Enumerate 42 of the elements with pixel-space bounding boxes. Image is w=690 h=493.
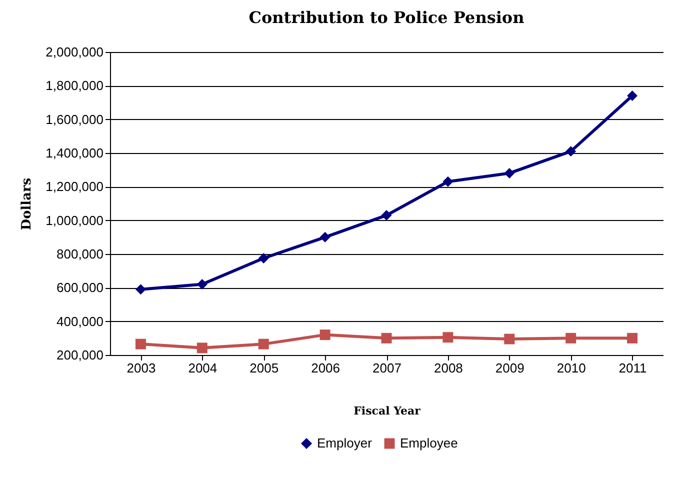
point [258,252,269,264]
point [135,338,146,350]
y-tick-label: 1,000,000 [46,212,104,228]
y-tick-label: 600,000 [56,280,104,296]
point [566,146,576,157]
point [627,90,638,102]
point [381,210,392,221]
x-axis-title: Fiscal Year [354,404,421,418]
point [196,342,208,354]
chart-title: Contribution to Police Pension [248,8,525,27]
point [258,338,269,350]
x-tick-label: 2007 [372,360,402,376]
point [627,332,638,344]
y-axis-title: Dollars [20,178,35,230]
x-tick-label: 2008 [434,360,463,376]
y-tick-label: 400,000 [56,314,104,329]
y-tick-label: 800,000 [56,246,104,262]
x-tick-label: 2010 [556,360,586,376]
y-tick-label: 1,600,000 [46,112,104,127]
point [442,176,454,187]
legend-label: Employer [317,436,373,451]
y-tick-label: 1,200,000 [46,179,104,194]
point [442,332,454,343]
x-tick-label: 2005 [250,360,279,376]
x-tick-label: 2009 [495,360,524,376]
point [135,284,146,295]
point [320,330,330,340]
point [504,334,515,344]
y-tick-label: 1,800,000 [46,78,104,94]
point [504,168,515,178]
point [381,332,392,344]
x-tick-label: 2004 [188,360,218,376]
x-tick-label: 2011 [618,360,647,376]
legend-label: Employee [400,436,458,451]
x-tick-label: 2003 [126,360,156,376]
point [320,232,330,242]
point [196,279,208,290]
y-tick-label: 1,400,000 [46,146,104,160]
y-tick-label: 2,000,000 [46,44,104,60]
y-tick-label: 200,000 [56,348,104,362]
x-tick-label: 2006 [311,360,340,376]
point [566,332,576,344]
